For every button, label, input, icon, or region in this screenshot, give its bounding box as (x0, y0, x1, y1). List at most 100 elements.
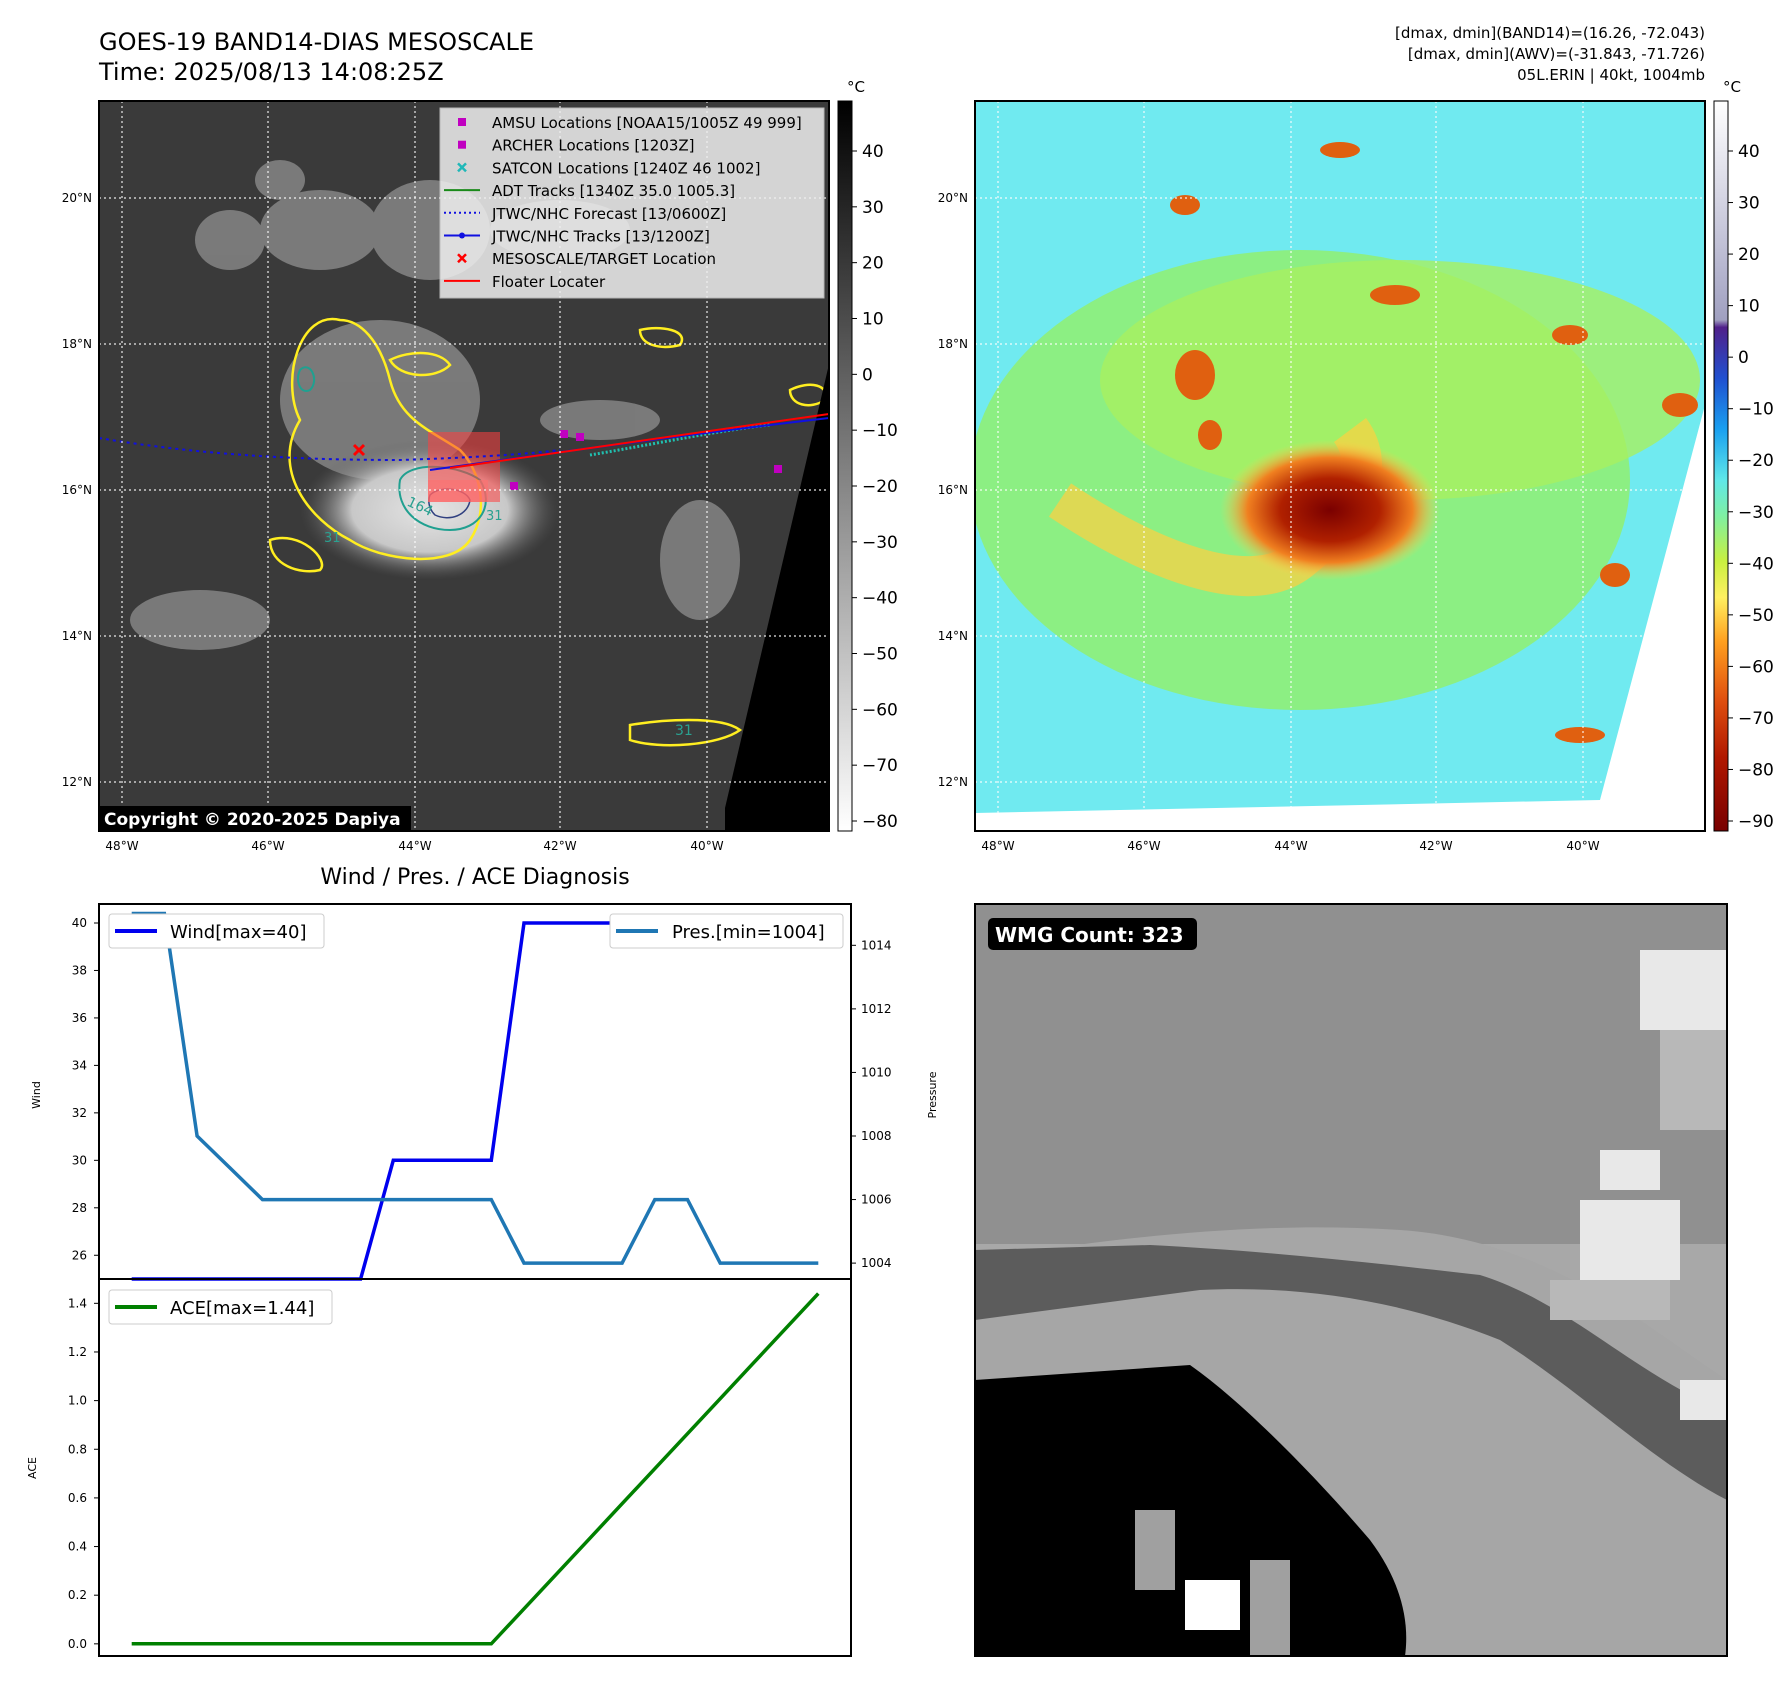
ace-tick-label: 0.6 (68, 1491, 87, 1505)
ace-panel: 0.0 0.2 0.4 0.6 0.8 1.0 1.2 1.4 (68, 1292, 820, 1651)
amsu-markers (510, 430, 782, 490)
contour-label-c: 31 (324, 531, 341, 546)
lat-tick-18n-right: 18°N (938, 337, 968, 351)
lat-tick-12n-right: 12°N (938, 775, 968, 789)
copyright-text: Copyright © 2020-2025 Dapiya (104, 810, 401, 830)
colorbar-tick-label: 0 (1738, 348, 1749, 368)
ir-map-frame (98, 100, 830, 832)
lat-tick-16n-right: 16°N (938, 483, 968, 497)
ace-tick-label: 0.0 (68, 1637, 87, 1651)
colorbar-tick-label: 20 (1738, 245, 1760, 265)
floater-track-red (449, 413, 829, 469)
wind-tick-label: 34 (72, 1058, 87, 1072)
lon-tick-46w-right: 46°W (1127, 839, 1160, 853)
lat-tick-14n-right: 14°N (938, 629, 968, 643)
wind-tick-label: 38 (72, 963, 87, 977)
cold-contour-yellow-6 (388, 351, 452, 377)
map-legend-item: AMSU Locations [NOAA15/1005Z 49 999] (458, 114, 802, 132)
lat-tick-16n: 16°N (62, 483, 92, 497)
storm-core-color (1220, 440, 1440, 580)
map-legend-item: SATCON Locations [1240Z 46 1002] (457, 159, 760, 177)
copyright-box (99, 806, 411, 831)
map-legend-item: ARCHER Locations [1203Z] (458, 137, 695, 155)
wmg-label: WMG Count: 323 (995, 923, 1184, 947)
colorbar-tick-label: −40 (862, 589, 898, 609)
lat-tick-18n: 18°N (62, 337, 92, 351)
colorbar-tick-label: −60 (862, 700, 898, 720)
legend-square-marker (458, 140, 466, 149)
diagnosis-title: Wind / Pres. / ACE Diagnosis (320, 865, 629, 890)
ace-tick-label: 0.2 (68, 1588, 87, 1602)
colorbar-right-unit: °C (1723, 78, 1741, 96)
target-marker (352, 443, 366, 457)
map-legend-label: MESOSCALE/TARGET Location (492, 250, 716, 268)
map-lat-ticks-right: 20°N 18°N 16°N 14°N 12°N (938, 191, 968, 789)
colorbar-tick-label: −70 (1738, 709, 1774, 729)
figure-title-line1: GOES-19 BAND14-DIAS MESOSCALE (99, 28, 534, 56)
colorbar-tick-label: 20 (862, 254, 884, 274)
colorbar-tick-label: −30 (862, 533, 898, 553)
mesoscale-box-lower (428, 480, 488, 502)
cold-contour-yellow-1 (288, 317, 483, 561)
pressure-legend-label: Pres.[min=1004] (672, 922, 825, 943)
wind-tick-label: 30 (72, 1153, 87, 1167)
map-legend-item: MESOSCALE/TARGET Location (457, 250, 716, 268)
map-lon-ticks-right: 48°W 46°W 44°W 42°W 40°W (981, 839, 1599, 853)
cold-contour-yellow-5 (628, 718, 743, 747)
blank-bottom-right (975, 800, 1600, 831)
colorbar-tick-label: 10 (862, 310, 884, 330)
green-band-2 (1100, 260, 1700, 500)
colorbar-tick-label: −10 (862, 421, 898, 441)
pressure-tick-label: 1004 (861, 1256, 892, 1270)
colorbar-tick-label: 30 (862, 198, 884, 218)
pressure-tick-label: 1014 (861, 938, 892, 952)
pressure-tick-label: 1010 (861, 1065, 892, 1079)
ace-panel-frame (98, 1278, 852, 1657)
colorbar-tick-label: −80 (1738, 760, 1774, 780)
map-legend-label: JTWC/NHC Forecast [13/0600Z] (491, 205, 726, 223)
lat-tick-20n-right: 20°N (938, 191, 968, 205)
ir-gridlines (99, 101, 829, 831)
colorbar-tick-label: −80 (862, 812, 898, 832)
pressure-tick-label: 1012 (861, 1002, 892, 1016)
wmg-gray-block-1 (1135, 1510, 1175, 1590)
colorbar-tick-label: −90 (1738, 812, 1774, 832)
wind-tick-label: 28 (72, 1201, 87, 1215)
figure-title-line2: Time: 2025/08/13 14:08:25Z (98, 58, 444, 86)
pressure-tick-label: 1008 (861, 1129, 892, 1143)
wind-panel-frame (98, 903, 852, 1280)
ace-tick-label: 1.4 (68, 1296, 87, 1310)
color-map-panel (975, 101, 1705, 831)
wmg-white-block-1 (1185, 1580, 1240, 1630)
convective-cells (1170, 142, 1698, 743)
colorbar-tick-label: −30 (1738, 503, 1774, 523)
lon-tick-44w-right: 44°W (1274, 839, 1307, 853)
colorbar-left-ticks: 40 30 20 10 0 −10 −20 −30 −40 −50 −60 −70 −80 (852, 142, 898, 832)
blank-corner-right (1600, 405, 1705, 831)
wind-series-line (131, 921, 819, 1281)
colorbar-right-ticks: 40 30 20 10 0 −10 −20 −30 −40 −50 −60 −70 −80 −90 (1728, 142, 1774, 832)
colorbar-tick-label: −50 (862, 645, 898, 665)
colorbar-left (837, 100, 853, 832)
lon-tick-40w: 40°W (690, 839, 723, 853)
cold-contour-yellow-2 (268, 536, 324, 573)
contour-label-b: 31 (675, 723, 693, 739)
map-lon-ticks-left: 48°W 46°W 44°W 42°W 40°W (105, 839, 723, 853)
map-legend-label: ADT Tracks [1340Z 35.0 1005.3] (492, 182, 735, 200)
ace-ylabel: ACE (26, 1457, 39, 1479)
wind-legend: Wind[max=40] (108, 913, 325, 949)
colorbar-tick-label: 30 (1738, 194, 1760, 214)
colorbar-tick-label: −20 (862, 477, 898, 497)
colorbar-left-unit: °C (847, 78, 865, 96)
lon-tick-48w-right: 48°W (981, 839, 1014, 853)
map-legend-item: ADT Tracks [1340Z 35.0 1005.3] (444, 182, 735, 200)
map-legend-label: AMSU Locations [NOAA15/1005Z 49 999] (492, 114, 802, 132)
wmg-panel (975, 904, 1727, 1656)
colorbar-tick-label: −10 (1738, 400, 1774, 420)
color-gridlines (975, 101, 1705, 831)
ace-legend: ACE[max=1.44] (108, 1289, 333, 1325)
legend-x-marker (457, 162, 467, 173)
lon-tick-44w: 44°W (398, 839, 431, 853)
wind-tick-label: 36 (72, 1011, 87, 1025)
